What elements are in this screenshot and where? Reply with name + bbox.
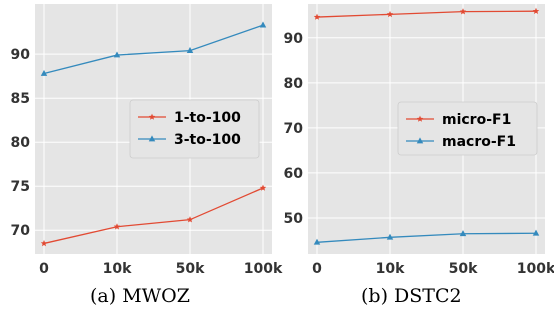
x-tick-label: 50k — [176, 261, 205, 277]
y-tick-label: 75 — [11, 179, 30, 195]
data-point — [532, 229, 540, 236]
data-point — [259, 21, 267, 28]
legend-swatch-marker — [148, 135, 156, 142]
series-line-macro-F1 — [316, 232, 537, 243]
data-point — [186, 216, 194, 223]
legend-swatch-marker — [416, 137, 424, 144]
chart-dstc2: 50 60 70 80 90 0 10k 50k 100k micro-F1 macro-F1 — [284, 4, 554, 277]
y-tick-label: 70 — [11, 223, 31, 239]
legend: micro-F1 macro-F1 — [397, 101, 538, 156]
data-point — [40, 69, 48, 76]
y-tick-label: 60 — [284, 166, 304, 182]
data-point — [459, 230, 467, 237]
legend-box — [397, 101, 538, 156]
data-point — [40, 240, 48, 247]
legend-label: macro-F1 — [442, 134, 516, 150]
y-tick-label: 85 — [11, 91, 30, 107]
data-point — [532, 7, 540, 14]
y-tick-label: 90 — [284, 31, 304, 47]
data-point — [459, 8, 467, 15]
series-line-3-to-100 — [43, 24, 264, 75]
y-tick-label: 50 — [284, 211, 304, 227]
data-point — [113, 223, 121, 230]
series-line-1-to-100 — [43, 187, 264, 245]
data-point — [313, 13, 321, 20]
x-tick-label: 50k — [449, 261, 478, 277]
legend: 1-to-100 3-to-100 — [129, 99, 260, 159]
x-tick-label: 10k — [103, 261, 132, 277]
legend-label: 1-to-100 — [174, 110, 241, 126]
y-tick-label: 70 — [284, 121, 304, 137]
data-point — [186, 47, 194, 53]
legend-swatch-marker — [148, 113, 156, 120]
legend-label: micro-F1 — [442, 112, 511, 128]
data-point — [113, 51, 121, 58]
data-point — [386, 233, 394, 240]
x-tick-label: 10k — [376, 261, 405, 277]
x-tick-label: 0 — [39, 261, 49, 277]
chart-mwoz: 70 75 80 85 90 0 10k 50k 100k 1-to-100 3-to-100 — [11, 4, 283, 277]
data-point — [386, 10, 394, 18]
caption-mwoz: (a) MWOZ — [90, 285, 190, 307]
y-tick-label: 80 — [284, 76, 304, 92]
legend-swatch-marker — [416, 115, 424, 122]
legend-label: 3-to-100 — [174, 132, 241, 148]
x-tick-label: 0 — [312, 261, 322, 277]
data-point — [313, 238, 321, 245]
x-tick-label: 100k — [244, 261, 283, 277]
y-tick-label: 80 — [11, 135, 31, 151]
series-line-micro-F1 — [316, 10, 537, 18]
caption-dstc2: (b) DSTC2 — [361, 285, 462, 307]
y-tick-label: 90 — [11, 47, 31, 63]
x-tick-label: 100k — [517, 261, 554, 277]
legend-box — [129, 99, 260, 159]
data-point — [259, 184, 267, 191]
